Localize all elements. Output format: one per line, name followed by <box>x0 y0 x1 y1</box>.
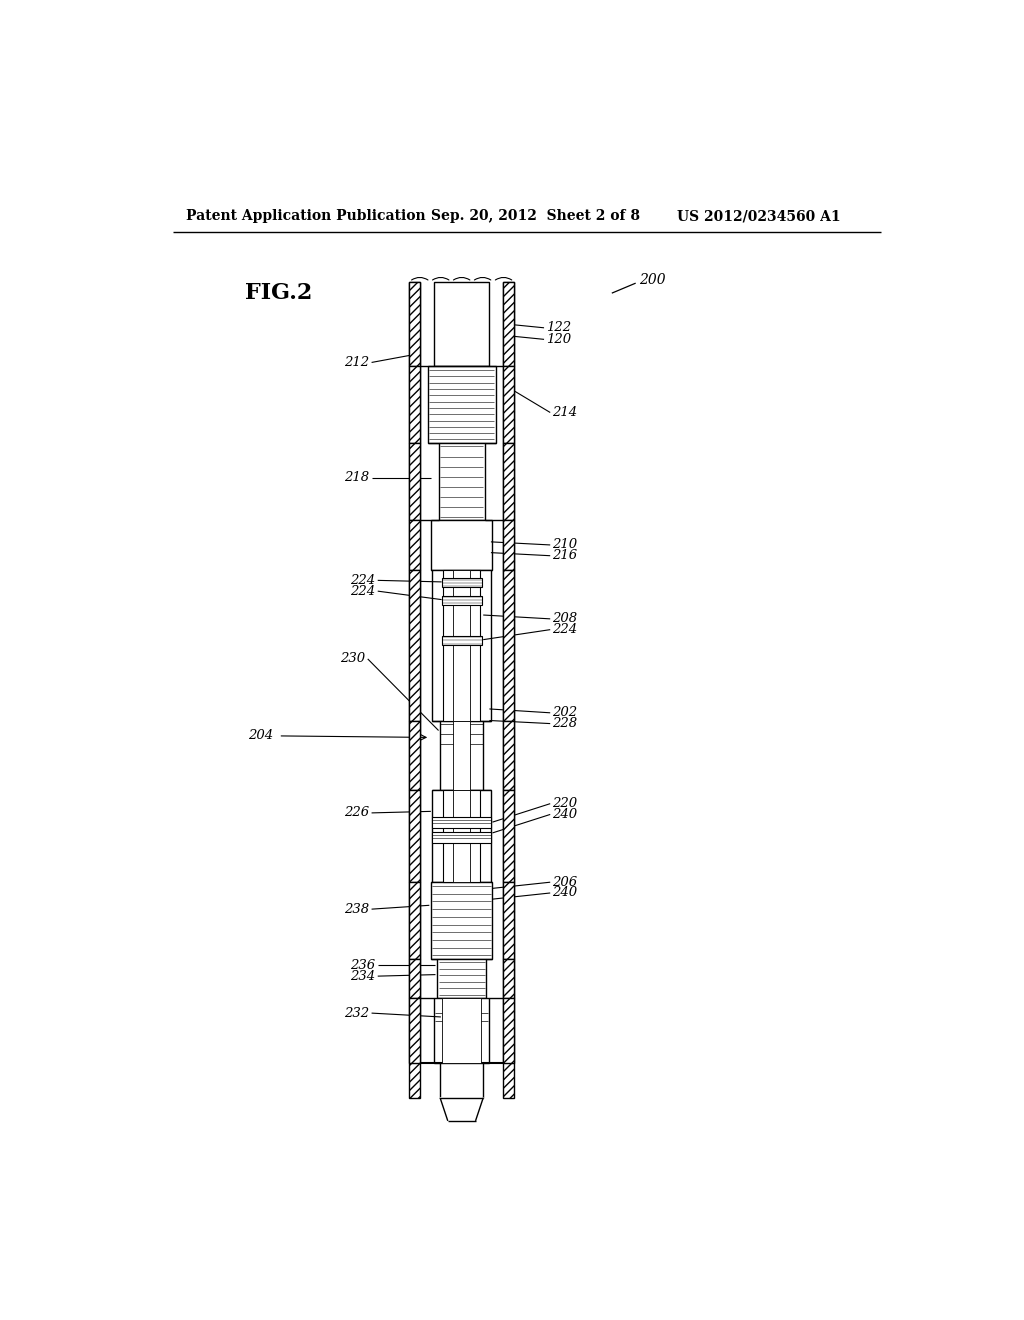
Text: 230: 230 <box>340 652 366 665</box>
Bar <box>441 595 481 605</box>
Bar <box>503 789 514 882</box>
Text: 218: 218 <box>344 471 370 484</box>
Bar <box>410 281 420 1098</box>
Text: 224: 224 <box>350 585 376 598</box>
Text: 204: 204 <box>248 730 273 742</box>
Bar <box>410 444 420 520</box>
Text: 234: 234 <box>350 970 376 982</box>
Bar <box>503 281 514 1098</box>
Text: 210: 210 <box>553 539 578 552</box>
Text: 200: 200 <box>639 273 666 286</box>
Text: 238: 238 <box>344 903 370 916</box>
Bar <box>503 570 514 721</box>
Bar <box>503 520 514 570</box>
Bar <box>432 817 490 828</box>
Text: Patent Application Publication: Patent Application Publication <box>186 209 426 223</box>
Text: FIG.2: FIG.2 <box>245 282 312 304</box>
Bar <box>431 520 493 570</box>
Bar <box>443 789 480 882</box>
Bar <box>410 520 420 570</box>
Text: 212: 212 <box>344 356 370 370</box>
Bar <box>503 721 514 789</box>
Text: 240: 240 <box>553 887 578 899</box>
Bar <box>431 882 493 960</box>
Bar <box>503 281 514 367</box>
Text: 226: 226 <box>344 807 370 820</box>
Text: 240: 240 <box>553 808 578 821</box>
Text: 122: 122 <box>547 321 571 334</box>
Polygon shape <box>440 1098 483 1121</box>
Bar <box>432 570 490 721</box>
Bar <box>434 998 489 1063</box>
Bar <box>503 882 514 960</box>
Bar <box>503 444 514 520</box>
Text: 214: 214 <box>553 407 578 418</box>
Bar <box>454 721 470 789</box>
Text: Sep. 20, 2012  Sheet 2 of 8: Sep. 20, 2012 Sheet 2 of 8 <box>431 209 640 223</box>
Bar <box>440 1063 483 1098</box>
Text: 216: 216 <box>553 549 578 562</box>
Text: 224: 224 <box>553 623 578 636</box>
Bar <box>503 960 514 998</box>
Bar <box>410 960 420 998</box>
Text: 206: 206 <box>553 875 578 888</box>
Bar <box>420 281 503 1098</box>
Text: 220: 220 <box>553 797 578 810</box>
Bar <box>434 281 489 367</box>
Bar <box>428 367 496 444</box>
Bar <box>437 960 486 998</box>
Bar <box>503 998 514 1063</box>
Text: 208: 208 <box>553 612 578 626</box>
Bar <box>410 570 420 721</box>
Bar <box>410 789 420 882</box>
Bar <box>454 570 470 721</box>
Text: 228: 228 <box>553 717 578 730</box>
Bar <box>442 998 481 1063</box>
Text: US 2012/0234560 A1: US 2012/0234560 A1 <box>677 209 841 223</box>
Bar <box>410 882 420 960</box>
Bar <box>410 281 420 367</box>
Bar <box>503 367 514 444</box>
Text: 120: 120 <box>547 333 571 346</box>
Text: 232: 232 <box>344 1007 370 1019</box>
Bar <box>410 998 420 1063</box>
Bar <box>432 832 490 843</box>
Bar <box>432 789 490 882</box>
Bar <box>438 444 484 520</box>
Text: 202: 202 <box>553 706 578 719</box>
Bar <box>440 721 483 789</box>
Bar <box>410 721 420 789</box>
Bar <box>443 570 480 721</box>
Bar <box>441 636 481 645</box>
Bar <box>441 578 481 587</box>
Text: 224: 224 <box>350 574 376 587</box>
Text: 236: 236 <box>350 958 376 972</box>
Bar <box>454 789 470 882</box>
Bar <box>410 367 420 444</box>
